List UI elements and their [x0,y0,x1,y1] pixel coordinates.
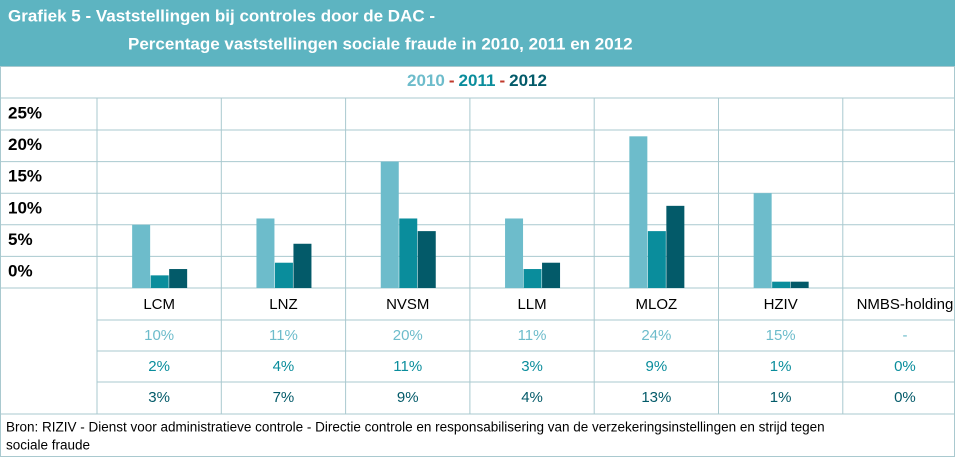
value-label: 10% [144,327,174,344]
y-tick-label: 25% [8,103,42,122]
value-label: 24% [641,327,671,344]
value-label: 11% [393,358,422,375]
bar [647,231,666,288]
value-label: 3% [521,358,543,375]
value-label: 11% [269,327,298,344]
y-tick-label: 0% [8,261,33,280]
x-tick-label: LLM [517,296,546,313]
value-label: 3% [148,389,170,406]
value-label: 15% [766,327,796,344]
bar [150,275,169,288]
bar [790,281,809,288]
x-tick-label: LNZ [269,296,297,313]
bar [132,224,151,288]
value-label: - [902,327,907,344]
bar [505,218,524,288]
bar [629,136,648,288]
bar [274,262,293,288]
bar [256,218,275,288]
y-tick-label: 15% [8,167,42,186]
bar [666,205,685,288]
chart-title: Grafiek 5 - Vaststellingen bij controles… [8,6,435,25]
y-tick-label: 20% [8,135,42,154]
x-tick-label: MLOZ [636,296,678,313]
value-label: 0% [894,358,916,375]
legend-entry: 2011 [459,71,496,90]
bar [169,269,188,288]
legend-separator: - [499,71,505,90]
legend: 2010-2011-2012 [407,71,547,90]
x-tick-label: NVSM [386,296,429,313]
x-tick-label: NMBS-holding [857,296,954,313]
bar [542,262,561,288]
x-tick-label: HZIV [764,296,798,313]
value-label: 1% [770,389,792,406]
value-label: 1% [770,358,792,375]
value-label: 0% [894,389,916,406]
bar [753,193,772,288]
legend-separator: - [449,71,455,90]
legend-entry: 2012 [509,71,547,90]
bar [772,281,791,288]
x-tick-label: LCM [143,296,175,313]
value-label: 7% [273,389,295,406]
y-tick-label: 5% [8,230,33,249]
source: Bron: RIZIV - Dienst voor administratiev… [6,420,825,435]
value-label: 9% [397,389,419,406]
bar [399,218,418,288]
chart-title: Percentage vaststellingen sociale fraude… [128,34,633,53]
value-label: 20% [393,327,423,344]
value-label: 11% [518,327,547,344]
value-label: 9% [646,358,668,375]
y-tick-label: 10% [8,198,42,217]
bar [417,231,436,288]
legend-entry: 2010 [407,71,445,90]
value-label: 13% [641,389,671,406]
source: sociale fraude [6,438,90,453]
value-label: 4% [521,389,543,406]
bar [523,269,542,288]
bar [380,161,399,288]
bar [293,243,312,288]
title-bar [0,0,955,66]
value-label: 2% [148,358,170,375]
value-label: 4% [273,358,295,375]
